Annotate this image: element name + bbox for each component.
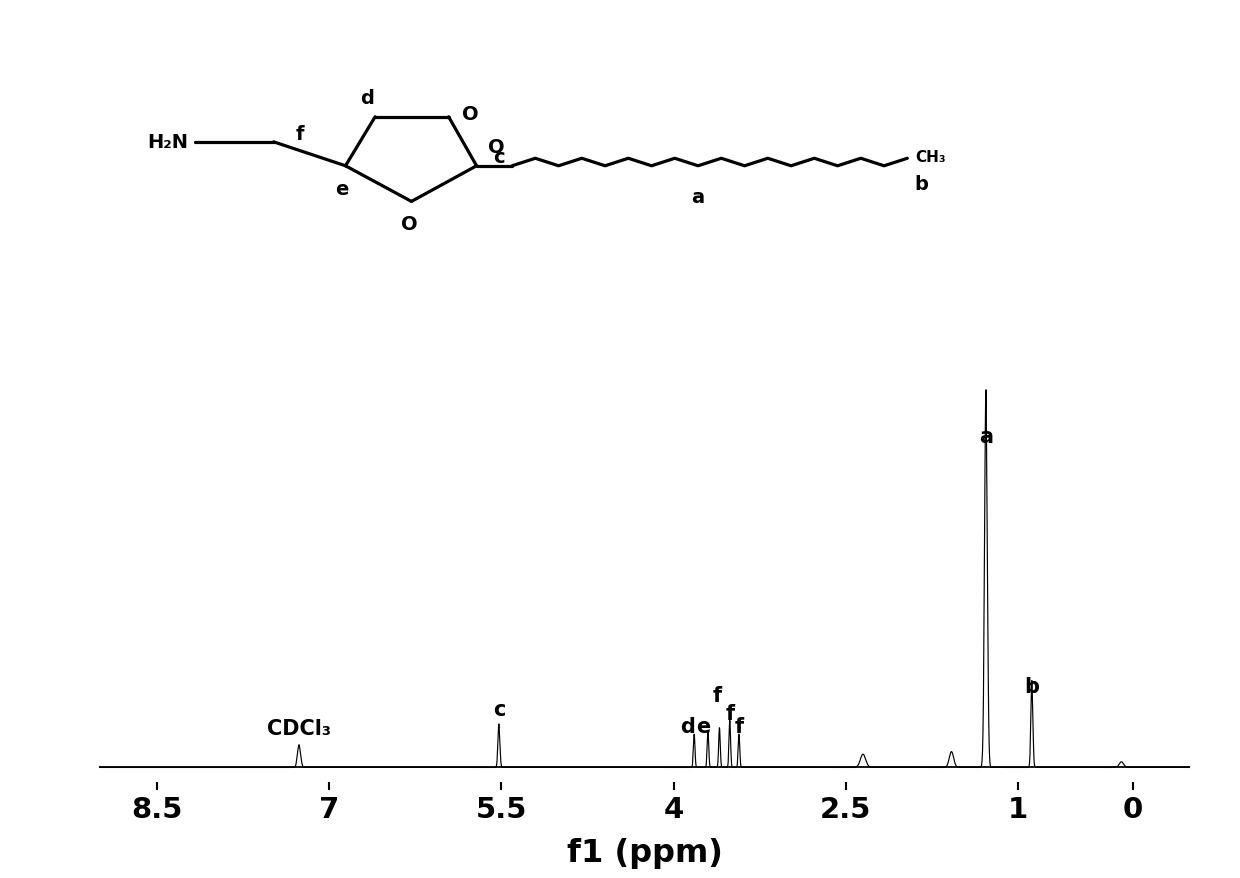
Text: f: f xyxy=(734,716,744,737)
Text: e: e xyxy=(696,716,711,737)
Text: CDCl₃: CDCl₃ xyxy=(267,718,331,738)
Text: c: c xyxy=(492,699,505,719)
Text: e: e xyxy=(336,180,348,199)
Text: a: a xyxy=(978,427,993,447)
Text: O: O xyxy=(487,138,505,157)
Text: f: f xyxy=(713,686,722,705)
Text: c: c xyxy=(494,148,505,167)
Text: b: b xyxy=(1024,676,1039,696)
Text: d: d xyxy=(360,89,373,108)
Text: H₂N: H₂N xyxy=(148,133,188,152)
Text: CH₃: CH₃ xyxy=(915,149,946,164)
Text: a: a xyxy=(692,188,704,206)
Text: b: b xyxy=(914,175,928,194)
Text: O: O xyxy=(402,214,418,234)
X-axis label: f1 (ppm): f1 (ppm) xyxy=(567,837,723,867)
Text: f: f xyxy=(725,703,734,723)
Text: d: d xyxy=(680,716,694,737)
Text: f: f xyxy=(295,125,304,143)
Text: O: O xyxy=(463,104,479,124)
